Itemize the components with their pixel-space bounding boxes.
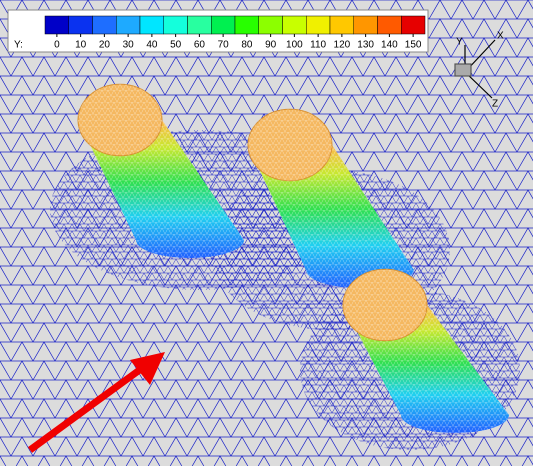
colorbar-tick-label: 130: [357, 40, 374, 51]
colorbar-segment: [211, 16, 235, 34]
colorbar-tick-label: 0: [54, 40, 60, 51]
triad-y: Y: [456, 37, 463, 48]
colorbar-tick-label: 40: [146, 40, 158, 51]
colorbar-segment: [235, 16, 259, 34]
colorbar-label: Y:: [14, 40, 23, 51]
colorbar-segment: [330, 16, 354, 34]
pillar-top-mesh: [78, 84, 162, 155]
colorbar-tick-label: 120: [334, 40, 351, 51]
colorbar-tick-label: 110: [310, 40, 326, 51]
colorbar-tick-label: 100: [286, 40, 303, 51]
triad-x: X: [497, 31, 504, 42]
colorbar-tick-label: 30: [123, 40, 135, 51]
colorbar-segment: [69, 16, 93, 34]
colorbar-segment: [164, 16, 188, 34]
colorbar: Y: 0 10 20 30 40 50 60 70 80 90 100 110 120 130 140 150: [14, 16, 425, 51]
colorbar-segment: [354, 16, 378, 34]
page: Y:0102030405060708090100110120130140150 …: [0, 0, 533, 466]
colorbar-segment: [306, 16, 330, 34]
colorbar-tick-label: 10: [75, 40, 87, 51]
colorbar-segment: [93, 16, 117, 34]
colorbar-tick-label: 60: [194, 40, 206, 51]
colorbar-segment: [283, 16, 307, 34]
pillar-top-mesh: [248, 109, 332, 180]
colorbar-segment: [259, 16, 283, 34]
colorbar-segment: [140, 16, 164, 34]
mesh-view: Y:0102030405060708090100110120130140150 …: [0, 0, 533, 466]
pillar-top-mesh: [343, 269, 427, 340]
colorbar-tick-label: 70: [218, 40, 230, 51]
colorbar-segment: [401, 16, 425, 34]
colorbar-segment: [378, 16, 402, 34]
colorbar-tick-label: 90: [265, 40, 277, 51]
colorbar-segment: [116, 16, 140, 34]
colorbar-tick-label: 150: [405, 40, 422, 51]
colorbar-segment: [45, 16, 69, 34]
colorbar-tick-label: 50: [170, 40, 182, 51]
colorbar-tick-label: 140: [381, 40, 398, 51]
colorbar-segment: [188, 16, 212, 34]
colorbar-tick-label: 20: [99, 40, 111, 51]
colorbar-tick-label: 80: [241, 40, 253, 51]
triad-z: Z: [492, 99, 498, 110]
